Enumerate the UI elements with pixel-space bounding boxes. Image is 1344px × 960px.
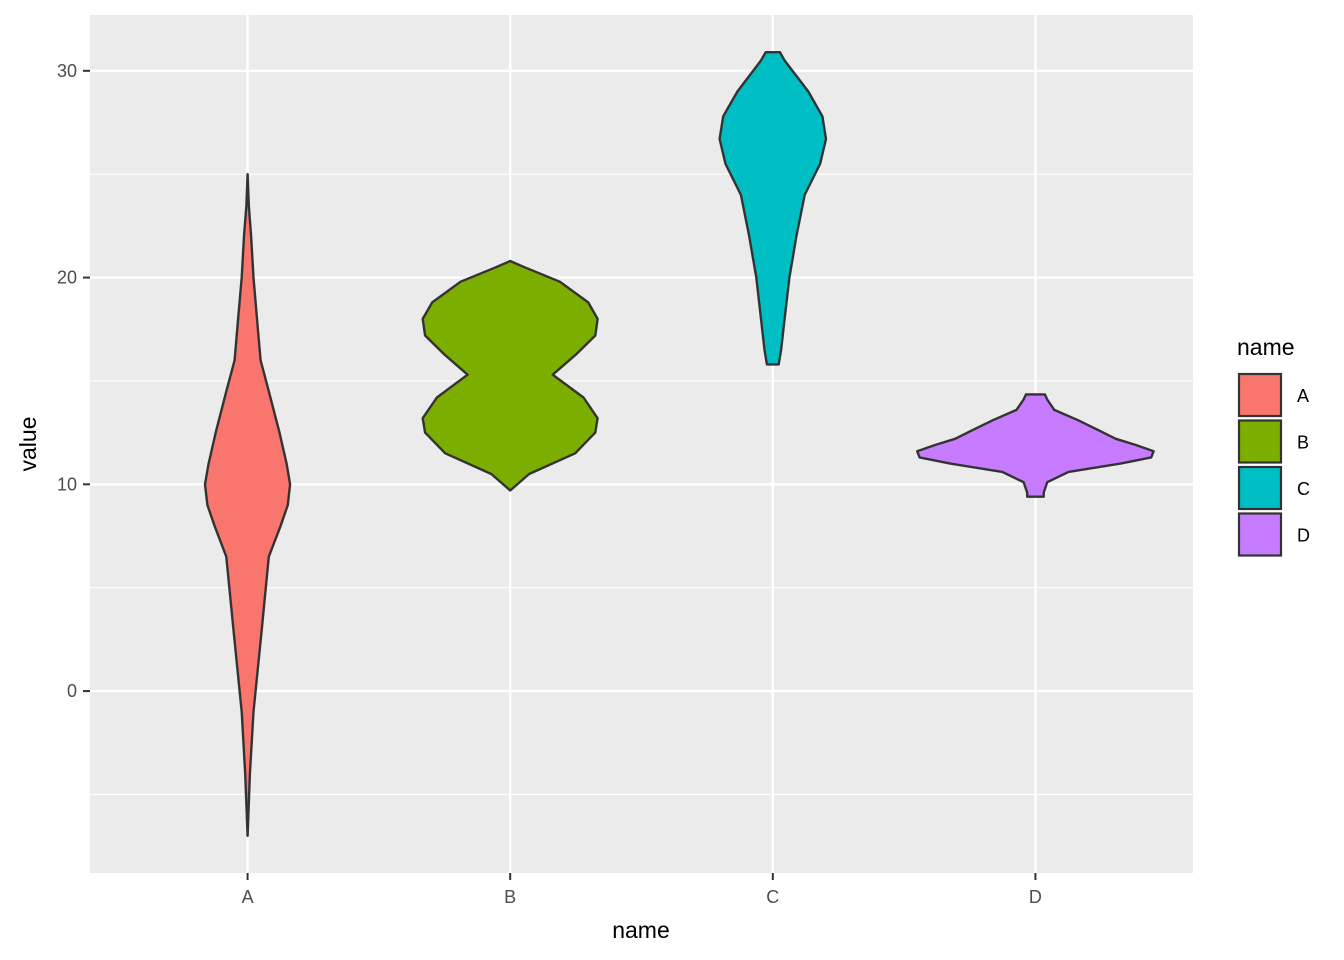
y-axis-title: value xyxy=(15,417,41,472)
x-axis: A B C D xyxy=(242,873,1042,907)
y-tick-label: 0 xyxy=(67,681,77,701)
grid-minor xyxy=(90,173,1193,796)
x-tick-label: C xyxy=(766,887,779,907)
y-tick-label: 10 xyxy=(57,474,77,494)
legend-label-D: D xyxy=(1297,526,1310,546)
legend-title: name xyxy=(1237,334,1295,360)
legend-label-B: B xyxy=(1297,433,1309,453)
y-axis: 0 10 20 30 xyxy=(57,61,90,701)
legend-key-D xyxy=(1237,512,1283,557)
legend-label-A: A xyxy=(1297,386,1309,406)
legend-key-A xyxy=(1237,372,1283,418)
violin-C xyxy=(718,51,828,366)
x-tick-label: D xyxy=(1029,887,1042,907)
violins xyxy=(203,51,1155,837)
legend: name A B C D xyxy=(1237,334,1310,557)
x-axis-title: name xyxy=(612,917,670,943)
legend-key-C xyxy=(1237,465,1283,511)
y-tick-label: 20 xyxy=(57,268,77,288)
violin-D xyxy=(916,393,1155,498)
violin-B xyxy=(421,259,599,492)
x-tick-label: A xyxy=(242,887,254,907)
legend-key-B xyxy=(1237,419,1283,464)
legend-label-C: C xyxy=(1297,479,1310,499)
violin-A xyxy=(203,173,292,837)
legend-items: A B C D xyxy=(1237,372,1310,557)
x-tick-label: B xyxy=(504,887,516,907)
y-tick-label: 30 xyxy=(57,61,77,81)
